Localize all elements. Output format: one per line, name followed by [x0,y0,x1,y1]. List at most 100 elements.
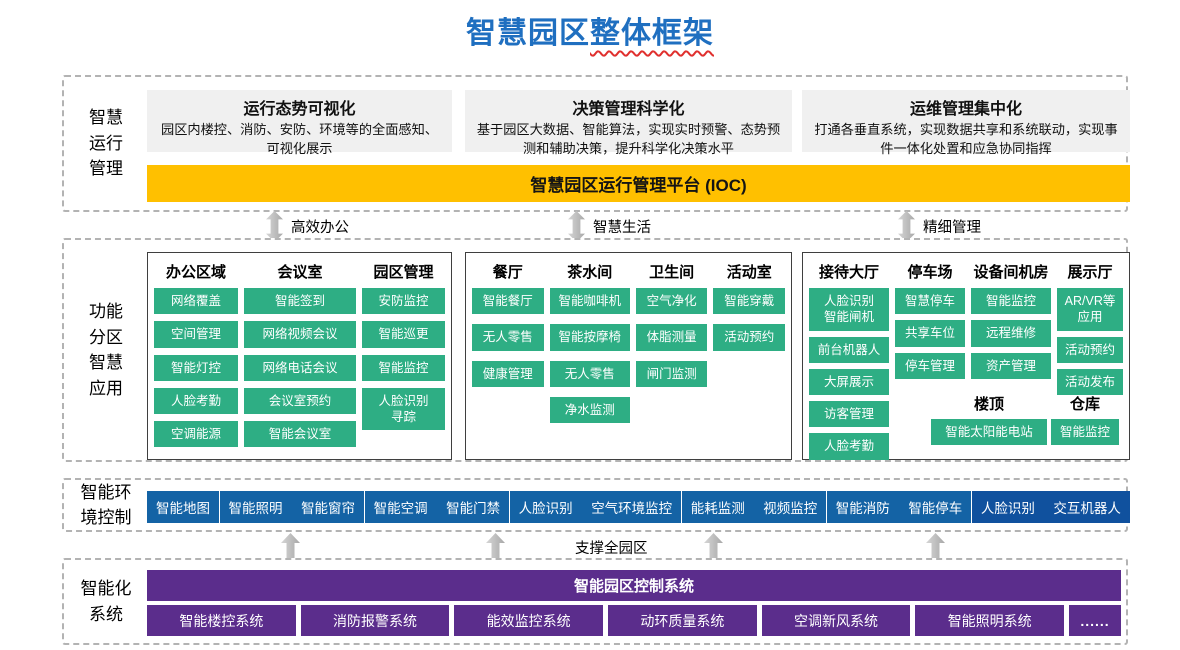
arrow-smart-life: 智慧生活 [568,211,651,242]
zone-item: 网络视频会议 [244,321,356,348]
zone-item: 净水监测 [549,396,630,423]
zone-subgroup-header: 仓库 [1069,396,1100,413]
zone-item: 会议室预约 [244,387,356,414]
zone-column-header: 餐厅 [492,264,523,281]
card-om-centralization: 运维管理集中化 打通各垂直系统，实现数据共享和系统联动，实现事件一体化处置和应急… [802,90,1130,156]
zone-item: 人脸考勤 [154,387,238,414]
zone-subgroup-roof: 楼顶 智能太阳能电站 [931,393,1047,451]
subsystem-item: 智能照明系统 [915,605,1065,636]
zone-item: 人脸考勤 [809,433,889,460]
zone-item: 大屏展示 [809,368,889,395]
zone-column-park-management: 园区管理 安防监控 智能巡更 智能监控 人脸识别 寻踪 [362,259,445,453]
subsystem-item-more: ...... [1069,605,1122,636]
zone-item: 智能太阳能电站 [931,419,1047,446]
subsystem-item: 动环质量系统 [608,605,757,636]
zone-column-meeting-room: 会议室 智能签到 网络视频会议 网络电话会议 会议室预约 智能会议室 [244,259,356,453]
zone-item: 健康管理 [472,360,544,387]
environment-control-row: 智能地图 智能照明 智能窗帘 智能空调 智能门禁 人脸识别 空气环境监控 能耗监… [147,491,1130,523]
zone-item: 智能按摩椅 [549,324,630,351]
page-title-tail: 整体框架 [590,17,714,50]
zone-item: 活动预约 [713,324,786,351]
section-environment-control: 智能环 境控制 智能地图 智能照明 智能窗帘 智能空调 智能门禁 人脸识别 空气… [62,478,1130,532]
zone-item: 体脂测量 [635,324,708,351]
up-arrow-icon [704,533,723,558]
card-body: 打通各垂直系统，实现数据共享和系统联动，实现事件一体化处置和应急协同指挥 [814,122,1118,156]
card-body: 基于园区大数据、智能算法，实现实时预警、态势预测和辅助决策，提升科学化决策水平 [476,122,781,156]
zone-column-pantry: 茶水间 智能咖啡机 智能按摩椅 无人零售 净水监测 [549,259,630,453]
zone-column-header: 设备间机房 [973,264,1049,281]
zone-item: 资产管理 [971,352,1051,379]
zone-group-facilities: 接待大厅 人脸识别 智能闸机 前台机器人 大屏展示 访客管理 人脸考勤 停车场 … [802,252,1130,460]
card-operation-visualization: 运行态势可视化 园区内楼控、消防、安防、环境等的全面感知、可视化展示 [147,90,452,156]
zone-subgroup-header: 楼顶 [973,396,1004,413]
card-title: 运行态势可视化 [243,101,356,118]
zone-column-header: 卫生间 [649,264,695,281]
zone-column-header: 茶水间 [567,264,613,281]
zone-column-parking-lot: 停车场 智慧停车 共享车位 停车管理 [895,259,965,453]
section-smart-operation-management: 智慧 运行 管理 运行态势可视化 园区内楼控、消防、安防、环境等的全面感知、可视… [62,75,1130,212]
env-item: 人脸识别 [971,491,1044,523]
zone-column-restaurant: 餐厅 智能餐厅 无人零售 健康管理 [472,259,544,453]
zone-column-header: 会议室 [277,264,323,281]
zone-column-equipment-room: 设备间机房 智能监控 远程维修 资产管理 [971,259,1051,453]
env-item: 交互机器人 [1044,491,1130,523]
env-item: 智能照明 [219,491,292,523]
subsystem-item: 空调新风系统 [761,605,911,636]
zone-subgroup-warehouse: 仓库 智能监控 [1051,393,1119,451]
zone-item: 网络覆盖 [154,288,238,315]
zone-column-header: 接待大厅 [818,264,879,281]
section-label-intelligent-systems: 智能化 系统 [80,579,132,624]
card-body: 园区内楼控、消防、安防、环境等的全面感知、可视化展示 [161,122,438,156]
env-item: 空气环境监控 [582,491,682,523]
arrow-label: 智慧生活 [593,220,651,236]
card-title: 决策管理科学化 [572,101,685,118]
arrow-label: 精细管理 [923,220,981,236]
env-item: 智能窗帘 [292,491,365,523]
zone-column-reception-hall: 接待大厅 人脸识别 智能闸机 前台机器人 大屏展示 访客管理 人脸考勤 [809,259,889,460]
zone-item: 智能灯控 [154,354,238,381]
subsystem-row: 智能楼控系统 消防报警系统 能效监控系统 动环质量系统 空调新风系统 智能照明系… [147,605,1122,636]
zone-column-header: 展示厅 [1067,264,1113,281]
card-decision-management: 决策管理科学化 基于园区大数据、智能算法，实现实时预警、态势预测和辅助决策，提升… [465,90,792,156]
zone-column-activity-room: 活动室 智能穿戴 活动预约 [713,259,786,453]
zone-item: 智能餐厅 [472,288,544,315]
env-item: 视频监控 [754,491,827,523]
section-label-functional-zones: 功能 分区 智慧 应用 [89,302,123,398]
zone-item: 空调能源 [154,421,238,448]
double-arrow-icon [568,211,585,242]
zone-item: 无人零售 [472,324,544,351]
zone-item: 活动发布 [1057,368,1123,395]
double-arrow-icon [898,211,915,242]
env-item: 智能门禁 [437,491,510,523]
zone-item: 安防监控 [362,288,445,315]
zone-item: 智能会议室 [244,421,356,448]
zone-item: 人脸识别 寻踪 [362,387,445,431]
zone-column-restroom: 卫生间 空气净化 体脂测量 闸门监测 [635,259,708,453]
zone-item: 访客管理 [809,401,889,428]
zone-item: 人脸识别 智能闸机 [809,288,889,331]
zone-item: 智慧停车 [895,288,965,315]
page-title-main: 智慧园区 [466,17,590,50]
zone-item: 空间管理 [154,321,238,348]
card-title: 运维管理集中化 [909,101,1022,118]
zone-group-amenities: 餐厅 智能餐厅 无人零售 健康管理 茶水间 智能咖啡机 智能按摩椅 无人零售 净… [465,252,792,460]
subsystem-item: 消防报警系统 [300,605,450,636]
zone-column-header: 停车场 [907,264,953,281]
section-label-environment-control: 智能环 境控制 [80,482,132,528]
zone-item: 网络电话会议 [244,354,356,381]
page-title: 智慧园区整体框架 [0,8,1180,52]
section-label-smart-operation: 智慧 运行 管理 [89,108,123,179]
zone-item: 前台机器人 [809,336,889,363]
zone-item: 智能监控 [1051,419,1119,446]
zone-column-office-area: 办公区域 网络覆盖 空间管理 智能灯控 人脸考勤 空调能源 [154,259,238,453]
support-label: 支撑全园区 [575,541,648,557]
zone-item: 智能咖啡机 [549,288,630,315]
subsystem-item: 能效监控系统 [454,605,604,636]
operation-cards: 运行态势可视化 园区内楼控、消防、安防、环境等的全面感知、可视化展示 决策管理科… [147,90,1130,156]
arrow-label: 高效办公 [291,220,349,236]
env-item: 智能停车 [899,491,972,523]
zone-item: 智能穿戴 [713,288,786,315]
arrow-efficient-office: 高效办公 [266,211,349,242]
zone-item: 远程维修 [971,320,1051,347]
